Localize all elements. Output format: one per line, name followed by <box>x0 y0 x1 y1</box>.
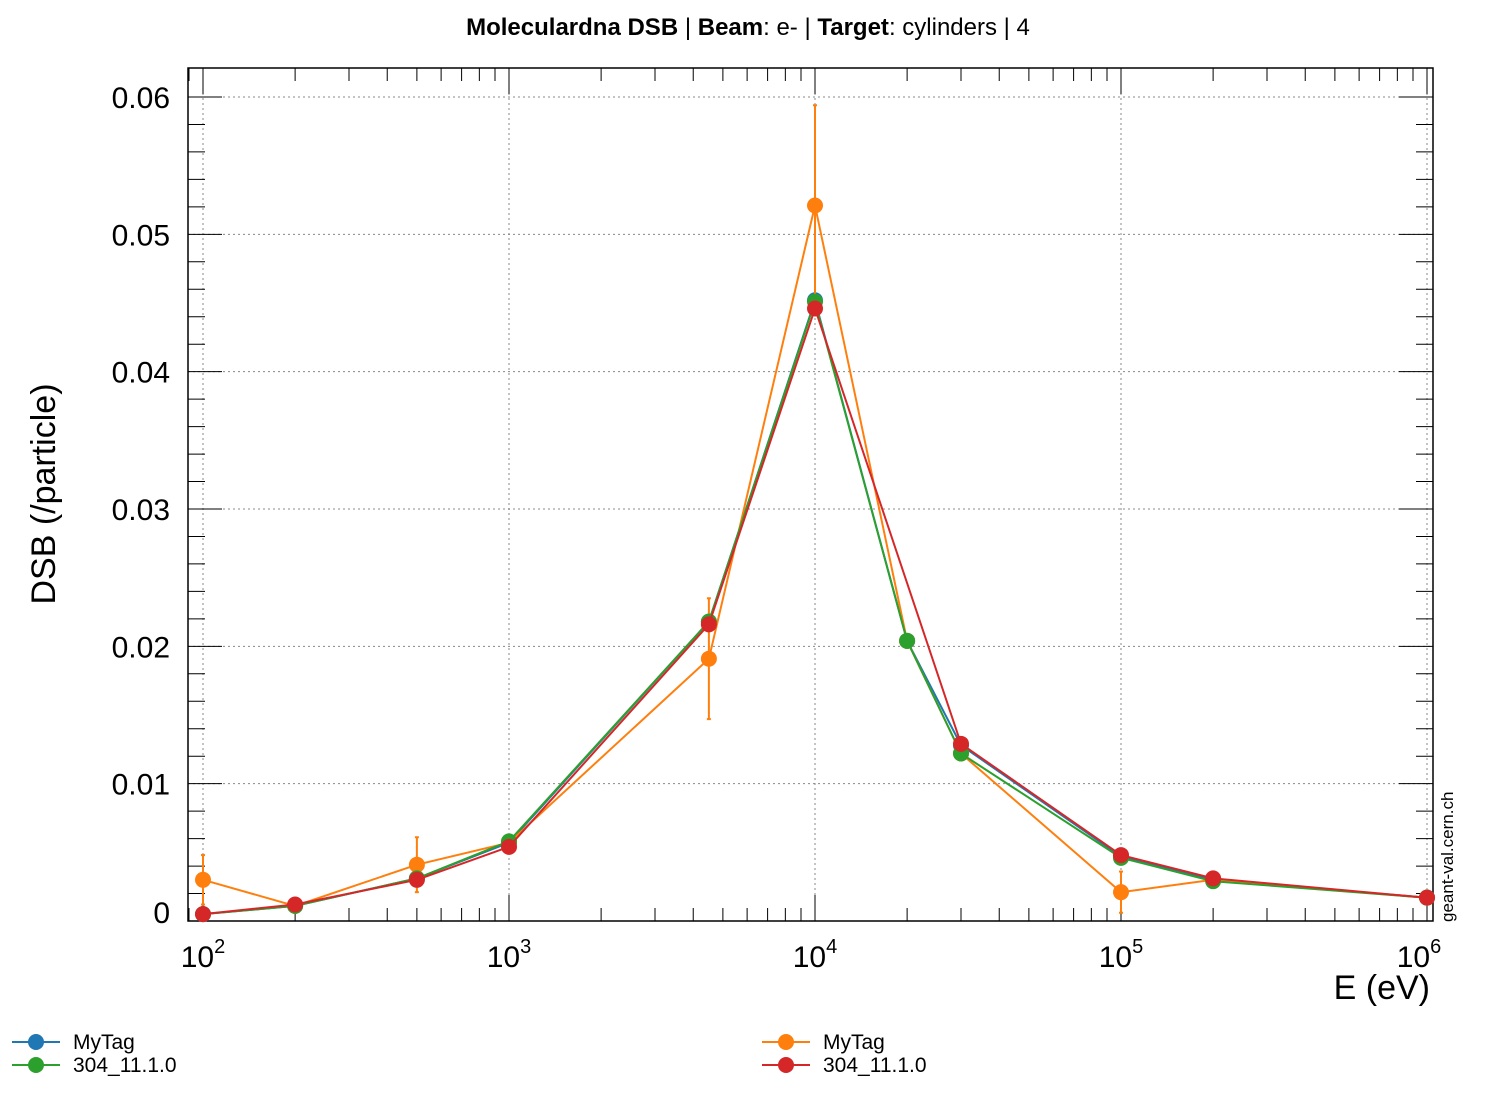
legend-swatch-marker <box>778 1034 794 1050</box>
data-point <box>1113 884 1129 901</box>
legend-entry: MyTag <box>762 1031 885 1054</box>
watermark: geant-val.cern.ch <box>1438 792 1457 922</box>
x-tick-label: 105 <box>1099 936 1144 974</box>
data-point <box>899 632 916 649</box>
x-axis-label: E (eV) <box>1334 969 1430 1007</box>
data-point <box>1113 847 1129 864</box>
data-point <box>1205 870 1222 887</box>
series-0 <box>195 292 1435 923</box>
series-2 <box>195 293 1435 923</box>
y-tick-label: 0.05 <box>112 219 170 252</box>
legend-label: 304_11.1.0 <box>823 1054 927 1077</box>
data-point <box>1419 889 1435 906</box>
series-layer <box>195 104 1435 923</box>
data-point <box>408 856 425 873</box>
y-tick-label: 0.01 <box>112 769 170 802</box>
series-line <box>202 305 1428 916</box>
legend-entry: MyTag <box>12 1031 135 1054</box>
x-tick-label: 102 <box>181 936 226 974</box>
legend-swatch-marker <box>28 1034 44 1050</box>
data-point <box>408 871 425 888</box>
y-tick-label: 0 <box>153 897 170 930</box>
data-point <box>807 300 823 317</box>
y-tick-label: 0.04 <box>112 357 170 390</box>
y-axis-label: DSB (/particle) <box>25 383 63 604</box>
legend-label: 304_11.1.0 <box>73 1054 177 1077</box>
legend-label: MyTag <box>823 1031 885 1054</box>
series-3 <box>195 300 1435 923</box>
legend-entry: 304_11.1.0 <box>12 1054 177 1077</box>
legend-label: MyTag <box>73 1031 135 1054</box>
data-point <box>952 735 969 752</box>
plot-frame <box>187 67 1434 922</box>
chart-title: Moleculardna DSB | Beam: e- | Target: cy… <box>466 14 1030 41</box>
data-point <box>700 650 717 667</box>
data-point <box>287 896 304 913</box>
tick-labels: 102 103 104 105 106 0 0.01 0.02 0.03 0.04 0.05 0.06 <box>112 82 1442 974</box>
data-point <box>700 616 717 633</box>
x-tick-label: 106 <box>1397 936 1442 974</box>
data-point <box>195 871 211 888</box>
legend-swatch-marker <box>778 1057 794 1073</box>
data-point <box>807 197 823 214</box>
y-tick-label: 0.02 <box>112 631 170 664</box>
data-point <box>501 838 517 855</box>
legend-swatch-marker <box>28 1057 44 1073</box>
y-tick-label: 0.03 <box>112 494 170 527</box>
x-tick-label: 103 <box>487 936 532 974</box>
legend-entry: 304_11.1.0 <box>762 1054 927 1077</box>
data-point <box>195 906 211 923</box>
y-tick-label: 0.06 <box>112 82 170 115</box>
series-line <box>202 296 1428 916</box>
x-tick-label: 104 <box>793 936 838 974</box>
axis-ticks <box>188 68 1433 922</box>
grid <box>188 68 1433 921</box>
